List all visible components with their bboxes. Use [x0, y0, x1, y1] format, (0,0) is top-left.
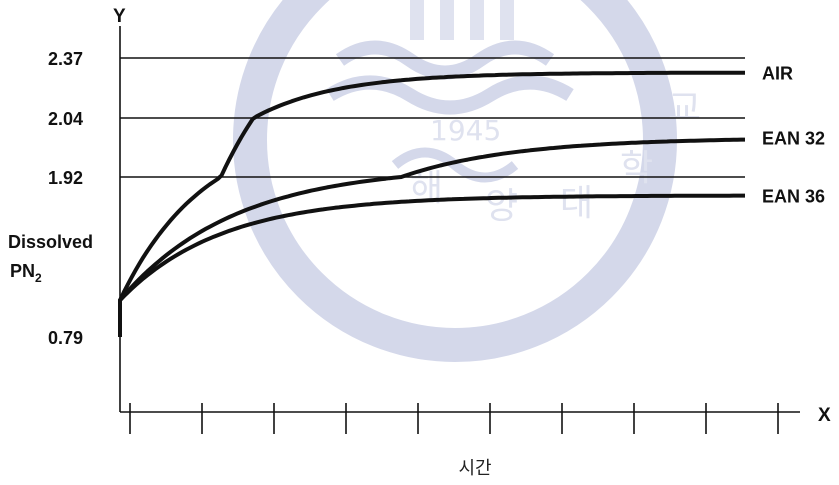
y-tick-label: 2.37 — [48, 49, 83, 69]
series-label: AIR — [762, 64, 793, 84]
y-axis-label-subscript: 2 — [35, 271, 42, 285]
series-line — [118, 137, 745, 337]
y-tick-label: 2.04 — [48, 109, 83, 129]
y-axis-label: Dissolved — [8, 232, 93, 252]
y-axis-letter: Y — [113, 6, 126, 27]
series-line — [118, 70, 745, 337]
series-line — [118, 193, 745, 337]
watermark-char: 학 — [620, 148, 653, 189]
watermark-char: 양 — [485, 186, 518, 227]
watermark-char: 대 — [560, 183, 593, 224]
watermark-year: 1945 — [430, 114, 501, 147]
y-tick-label: 1.92 — [48, 168, 83, 188]
y-axis-label-pn: PN2 — [10, 261, 42, 285]
plot-area: Y X 0.79 1.92 2.04 2.37 Dissolved PN2 시간 AIR EAN 3… — [8, 6, 831, 479]
y-tick-label: 0.79 — [48, 328, 83, 348]
x-axis-label: 시간 — [458, 458, 491, 479]
watermark-seal: 1945 해 양 대 학 교 — [233, 0, 701, 362]
watermark-char: 교 — [668, 88, 701, 129]
series-label: EAN 36 — [762, 186, 825, 206]
series-label: EAN 32 — [762, 129, 825, 149]
x-axis-letter: X — [818, 405, 831, 426]
